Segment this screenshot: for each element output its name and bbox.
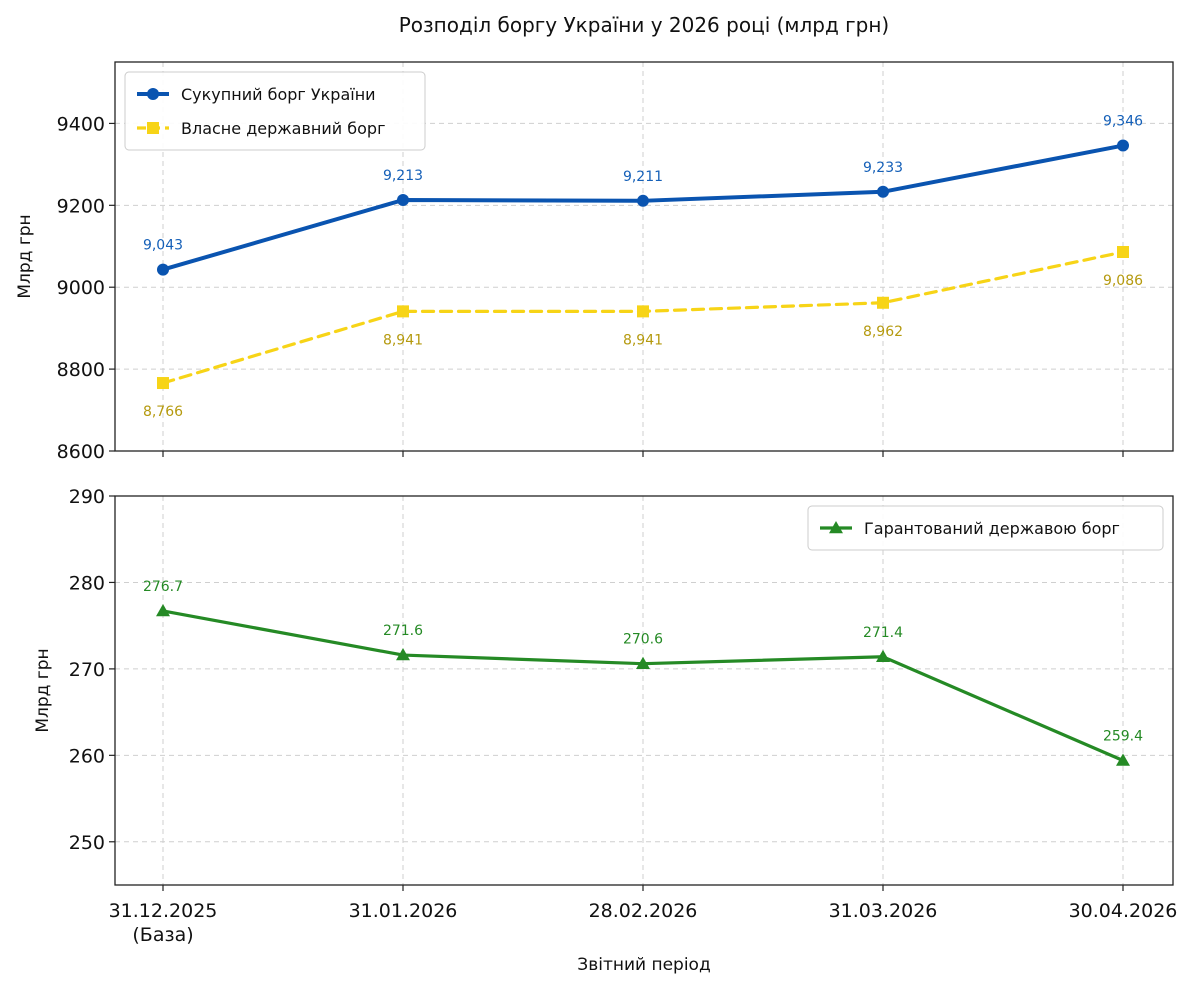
top-y-axis-label: Млрд грн (15, 214, 35, 298)
bottom-y-axis-label: Млрд грн (33, 648, 53, 732)
bottom-plot-frame (114, 495, 1174, 886)
bottom-series-0-data-label: 271.6 (383, 623, 423, 639)
top-y-tick-label: 9400 (57, 113, 105, 135)
top-y-tick-label: 9200 (57, 195, 105, 217)
top-series-1-point (1117, 245, 1129, 258)
top-y-tick-label: 8800 (57, 359, 105, 381)
x-tick-label-line: 31.12.2025 (109, 900, 218, 922)
top-series-1-point (637, 305, 649, 318)
x-tick-label-line: 31.03.2026 (829, 900, 938, 922)
top-series-0-point (637, 194, 649, 207)
x-axis-label: Звітний період (577, 955, 710, 975)
x-tick-label: 30.04.2026 (1069, 900, 1178, 922)
top-y-tick-label: 9000 (57, 277, 105, 299)
top-series-1-data-label: 8,941 (383, 332, 423, 348)
bottom-legend: Гарантований державою борг (807, 505, 1164, 551)
x-tick-label: 28.02.2026 (589, 900, 698, 922)
top-series-0-point (1117, 139, 1129, 152)
bottom-legend-box (807, 505, 1164, 551)
x-tick-label-line: 31.01.2026 (349, 900, 458, 922)
bottom-series-0-data-label: 276.7 (143, 579, 183, 595)
top-plot-frame (114, 61, 1174, 452)
bottom-series-0-data-label: 271.4 (863, 625, 903, 641)
bottom-series-0-data-label: 270.6 (623, 632, 663, 648)
x-tick-label: 31.01.2026 (349, 900, 458, 922)
chart-panel-bottom: 250 260 270 280 290 Млрд грн 276.7 271.6 270.6 27… (33, 486, 1174, 891)
top-series-1-point (157, 377, 169, 390)
bottom-y-tick-label: 270 (69, 659, 105, 681)
top-legend-swatch-marker (147, 122, 159, 134)
top-series-0-point (877, 185, 889, 198)
chart-panel-top: 8600 8800 9000 9200 9400 Млрд грн 9,043 9,213 9,… (15, 61, 1174, 463)
x-tick-label-line: 30.04.2026 (1069, 900, 1178, 922)
x-tick-label-line: (База) (132, 924, 193, 946)
top-series-1-data-label: 8,962 (863, 324, 903, 340)
top-series-0-data-label: 9,213 (383, 168, 423, 184)
top-legend-entry-label: Сукупний борг України (181, 85, 376, 104)
bottom-series-0-point (1116, 753, 1130, 766)
bottom-series-0-point (156, 603, 170, 617)
bottom-y-tick-label: 280 (69, 572, 105, 594)
bottom-y-tick-label: 260 (69, 745, 105, 767)
top-series-0-data-label: 9,233 (863, 160, 903, 176)
bottom-y-tick-label: 250 (69, 832, 105, 854)
top-series-1-data-label: 9,086 (1103, 273, 1143, 289)
bottom-series-0-point (876, 649, 890, 663)
top-series-0-point (157, 263, 169, 276)
top-series-1-point (397, 305, 409, 318)
bottom-y-tick-label: 290 (69, 486, 105, 508)
x-tick-label: 31.03.2026 (829, 900, 938, 922)
x-tick-label-line: 28.02.2026 (589, 900, 698, 922)
top-series-0-data-label: 9,043 (143, 238, 183, 254)
top-series-0-point (397, 193, 409, 206)
top-series-1-data-label: 8,941 (623, 332, 663, 348)
bottom-series-0-point (636, 656, 650, 669)
top-legend-entry-label: Власне державний борг (181, 119, 385, 138)
bottom-legend-entry-label: Гарантований державою борг (864, 519, 1120, 538)
bottom-series-0-point (396, 648, 410, 661)
bottom-legend-swatch-marker (829, 521, 843, 534)
x-tick-label: 31.12.2025 (База) (109, 900, 218, 946)
chart-title: Розподіл боргу України у 2026 році (млрд… (399, 13, 890, 37)
top-legend-box (124, 71, 426, 151)
top-series-0-data-label: 9,346 (1103, 114, 1143, 130)
top-series-1-data-label: 8,766 (143, 404, 183, 420)
top-legend: Сукупний борг України Власне державний бо… (124, 71, 426, 151)
top-legend-swatch-marker (147, 88, 159, 100)
top-series-1-point (877, 296, 889, 309)
bottom-series-0-data-label: 259.4 (1103, 729, 1143, 745)
top-y-tick-label: 8600 (57, 441, 105, 463)
top-series-0-data-label: 9,211 (623, 169, 663, 185)
